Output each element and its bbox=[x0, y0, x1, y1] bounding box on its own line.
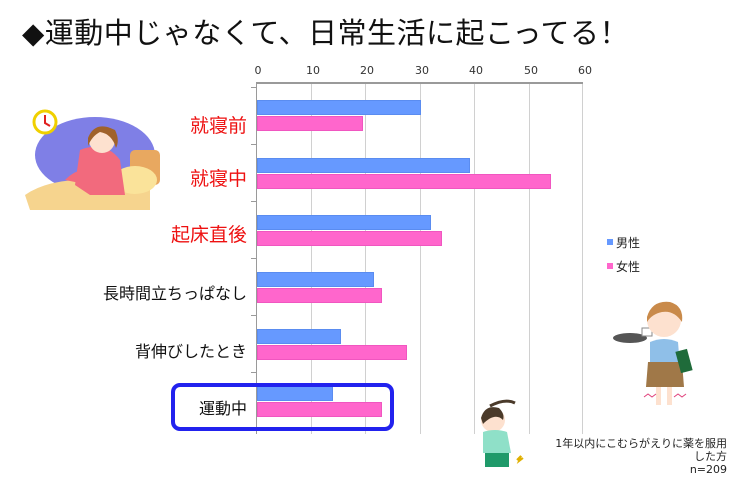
category-label: 就寝前 bbox=[189, 115, 247, 137]
legend-item-male: 男性 bbox=[607, 230, 640, 254]
bar-male bbox=[257, 100, 421, 115]
y-tick bbox=[251, 315, 256, 316]
bar-female bbox=[257, 402, 383, 417]
legend: 男性 女性 bbox=[607, 230, 640, 278]
girl-exercising-illustration bbox=[481, 399, 524, 485]
category-label: 起床直後 bbox=[170, 224, 247, 246]
bar-male bbox=[257, 215, 432, 230]
sample-note: 1年以内にこむらがえりに薬を服用した方 n=209 bbox=[549, 437, 727, 476]
highlight-box-exercising bbox=[171, 383, 394, 431]
y-tick bbox=[251, 144, 256, 145]
x-tick-label: 40 bbox=[469, 64, 483, 77]
gridline bbox=[474, 82, 475, 434]
sample-size: n=209 bbox=[689, 463, 727, 476]
x-tick-label: 50 bbox=[524, 64, 538, 77]
bar-male bbox=[257, 329, 342, 344]
category-label: 背伸びしたとき bbox=[134, 342, 247, 361]
y-axis-line bbox=[256, 82, 257, 434]
bar-female bbox=[257, 288, 383, 303]
x-tick-label: 10 bbox=[306, 64, 320, 77]
bar-female bbox=[257, 345, 407, 360]
category-label: 運動中 bbox=[198, 399, 247, 418]
gridline bbox=[528, 82, 530, 434]
bar-female bbox=[257, 174, 552, 189]
y-tick bbox=[251, 201, 256, 202]
category-label: 就寝中 bbox=[189, 168, 247, 190]
bar-female bbox=[257, 116, 364, 131]
x-tick-label: 30 bbox=[415, 64, 429, 77]
category-label: 長時間立ちっぱなし bbox=[102, 284, 247, 303]
page-title: ◆運動中じゃなくて、日常生活に起こってる！ bbox=[22, 16, 630, 50]
gridline bbox=[582, 82, 583, 434]
legend-item-female: 女性 bbox=[607, 254, 640, 278]
bar-female bbox=[257, 231, 443, 246]
legend-label-female: 女性 bbox=[616, 259, 641, 274]
x-axis-line bbox=[256, 82, 583, 84]
woman-in-bed-illustration bbox=[25, 109, 160, 210]
sample-description: 1年以内にこむらがえりに薬を服用した方 bbox=[555, 437, 727, 463]
bar-male bbox=[257, 158, 470, 173]
waitress-illustration bbox=[613, 301, 693, 405]
bar-male bbox=[257, 272, 375, 287]
gridline bbox=[310, 82, 312, 434]
legend-swatch-male bbox=[607, 239, 613, 245]
legend-label-male: 男性 bbox=[616, 235, 641, 250]
x-tick-label: 0 bbox=[254, 64, 262, 77]
y-tick bbox=[251, 372, 256, 373]
gridline bbox=[419, 82, 421, 434]
y-tick bbox=[251, 258, 256, 259]
y-tick bbox=[251, 87, 256, 88]
gridline bbox=[365, 82, 366, 434]
legend-swatch-female bbox=[607, 263, 613, 269]
x-tick-label: 60 bbox=[578, 64, 592, 77]
x-tick-label: 20 bbox=[360, 64, 374, 77]
plot-area bbox=[251, 82, 583, 434]
